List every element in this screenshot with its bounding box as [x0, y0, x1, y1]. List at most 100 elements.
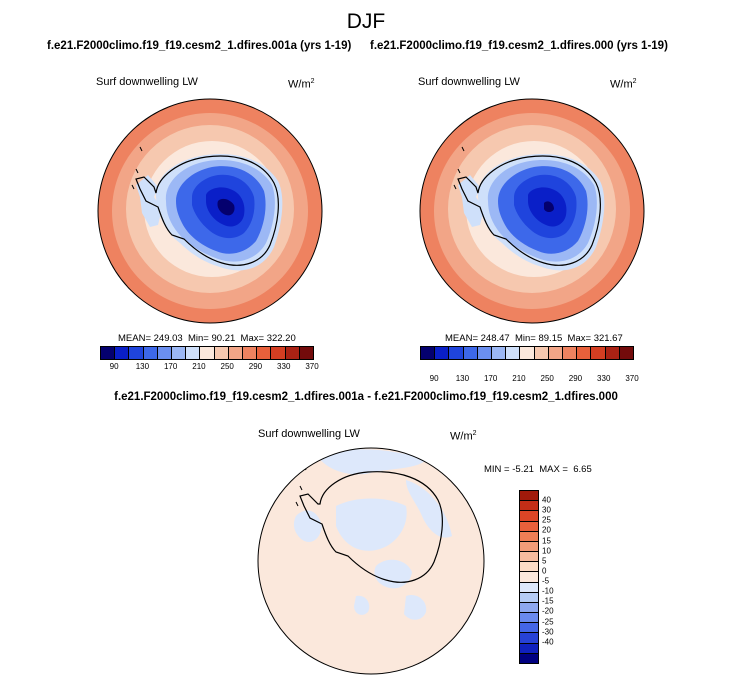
- colorbar-tick-label: -25: [542, 617, 554, 627]
- colorbar-swatch: [299, 347, 314, 359]
- colorbar-swatch: [435, 347, 450, 359]
- colorbar-tick-label: 25: [542, 515, 551, 525]
- panel1-variable-label: Surf downwelling LW: [96, 76, 198, 88]
- colorbar-tick-label: -5: [542, 576, 550, 586]
- colorbar-swatch: [520, 613, 538, 624]
- colorbar-swatch: [228, 347, 244, 359]
- colorbar-tick-label: 90: [429, 374, 439, 383]
- colorbar-swatch: [520, 521, 538, 532]
- colorbar-tick-label: 30: [542, 505, 551, 515]
- colorbar-swatch: [129, 347, 144, 359]
- panel3-stats: MIN = -5.21 MAX = 6.65: [484, 464, 592, 475]
- panel2-units: W/m2: [610, 78, 637, 91]
- colorbar-swatch: [548, 347, 564, 359]
- colorbar-swatch: [463, 347, 478, 359]
- colorbar-swatch: [520, 501, 538, 512]
- colorbar-swatch: [577, 347, 592, 359]
- colorbar-swatch: [520, 572, 538, 583]
- colorbar-swatch: [285, 347, 300, 359]
- colorbar-tick-label: 0: [542, 566, 547, 576]
- panel1-colorbar: [100, 346, 314, 360]
- colorbar-tick-label: 40: [542, 495, 551, 505]
- colorbar-tick-label: -10: [542, 586, 554, 596]
- colorbar-tick-label: 5: [542, 556, 547, 566]
- colorbar-swatch: [520, 602, 538, 614]
- colorbar-tick-label: 10: [542, 546, 551, 556]
- colorbar-swatch: [143, 347, 158, 359]
- panel1-colorbar-ticks: 90 130 170 210 250 290 330 370: [100, 362, 319, 374]
- colorbar-swatch: [520, 552, 538, 563]
- panel2-title: f.e21.F2000climo.f19_f19.cesm2_1.dfires.…: [370, 40, 668, 52]
- colorbar-tick-label: 130: [135, 362, 150, 371]
- panel2-map: [419, 98, 645, 324]
- colorbar-swatch: [591, 347, 606, 359]
- colorbar-swatch: [534, 347, 549, 359]
- colorbar-swatch: [520, 491, 538, 502]
- panel2-colorbar-ticks: 90 130 170 210 250 290 330 370: [420, 374, 639, 386]
- colorbar-swatch: [520, 511, 538, 522]
- colorbar-swatch: [520, 531, 538, 542]
- colorbar-swatch: [563, 347, 578, 359]
- colorbar-tick-label: 370: [305, 362, 319, 371]
- colorbar-swatch: [257, 347, 272, 359]
- panel1-title: f.e21.F2000climo.f19_f19.cesm2_1.dfires.…: [47, 40, 352, 52]
- colorbar-swatch: [520, 653, 538, 663]
- colorbar-tick-label: 15: [542, 536, 551, 546]
- panel1-units: W/m2: [288, 78, 315, 91]
- colorbar-swatch: [520, 643, 538, 654]
- panel3-map: [257, 447, 485, 675]
- colorbar-swatch: [243, 347, 258, 359]
- colorbar-swatch: [172, 347, 187, 359]
- colorbar-swatch: [520, 582, 538, 593]
- colorbar-tick-label: -30: [542, 627, 554, 637]
- colorbar-tick-label: 170: [483, 374, 498, 383]
- colorbar-swatch: [449, 347, 464, 359]
- panel3-title: f.e21.F2000climo.f19_f19.cesm2_1.dfires.…: [114, 391, 618, 403]
- colorbar-tick-label: 20: [542, 525, 551, 535]
- colorbar-tick-label: -40: [542, 637, 554, 647]
- panel3-units: W/m2: [450, 430, 477, 443]
- colorbar-swatch: [200, 347, 215, 359]
- colorbar-swatch: [520, 347, 535, 359]
- colorbar-tick-label: 250: [540, 374, 554, 383]
- colorbar-tick-label: 370: [625, 374, 639, 383]
- colorbar-swatch: [101, 347, 116, 359]
- colorbar-swatch: [477, 347, 493, 359]
- colorbar-tick-label: -20: [542, 606, 554, 616]
- panel3-colorbar-labels: 40 30 25 20 15 10 5 0 -5 -10 -15 -20 -25 -30 -40: [542, 490, 572, 662]
- colorbar-swatch: [186, 347, 201, 359]
- colorbar-swatch: [520, 541, 538, 553]
- page-title: DJF: [346, 10, 386, 33]
- colorbar-tick-label: 290: [248, 362, 263, 371]
- panel3-variable-label: Surf downwelling LW: [258, 428, 360, 440]
- colorbar-tick-label: 210: [512, 374, 526, 383]
- colorbar-swatch: [520, 592, 538, 603]
- panel2-stats: MEAN= 248.47 Min= 89.15 Max= 321.67: [445, 333, 623, 344]
- colorbar-swatch: [520, 562, 538, 573]
- colorbar-tick-label: 210: [192, 362, 206, 371]
- colorbar-swatch: [506, 347, 521, 359]
- panel2-colorbar: [420, 346, 634, 360]
- panel3-colorbar: [519, 490, 539, 664]
- colorbar-swatch: [214, 347, 229, 359]
- colorbar-swatch: [520, 633, 538, 644]
- colorbar-swatch: [421, 347, 436, 359]
- colorbar-swatch: [605, 347, 620, 359]
- colorbar-swatch: [492, 347, 507, 359]
- colorbar-swatch: [619, 347, 634, 359]
- colorbar-swatch: [271, 347, 286, 359]
- colorbar-tick-label: 290: [568, 374, 583, 383]
- colorbar-tick-label: 250: [220, 362, 234, 371]
- panel2-variable-label: Surf downwelling LW: [418, 76, 520, 88]
- colorbar-swatch: [115, 347, 130, 359]
- colorbar-tick-label: 90: [109, 362, 119, 371]
- colorbar-swatch: [157, 347, 173, 359]
- panel1-stats: MEAN= 249.03 Min= 90.21 Max= 322.20: [118, 333, 296, 344]
- panel1-map: [97, 98, 323, 324]
- colorbar-tick-label: 330: [597, 374, 611, 383]
- colorbar-tick-label: 170: [163, 362, 178, 371]
- colorbar-tick-label: 130: [455, 374, 470, 383]
- colorbar-tick-label: -15: [542, 596, 554, 606]
- colorbar-tick-label: 330: [277, 362, 291, 371]
- colorbar-swatch: [520, 623, 538, 634]
